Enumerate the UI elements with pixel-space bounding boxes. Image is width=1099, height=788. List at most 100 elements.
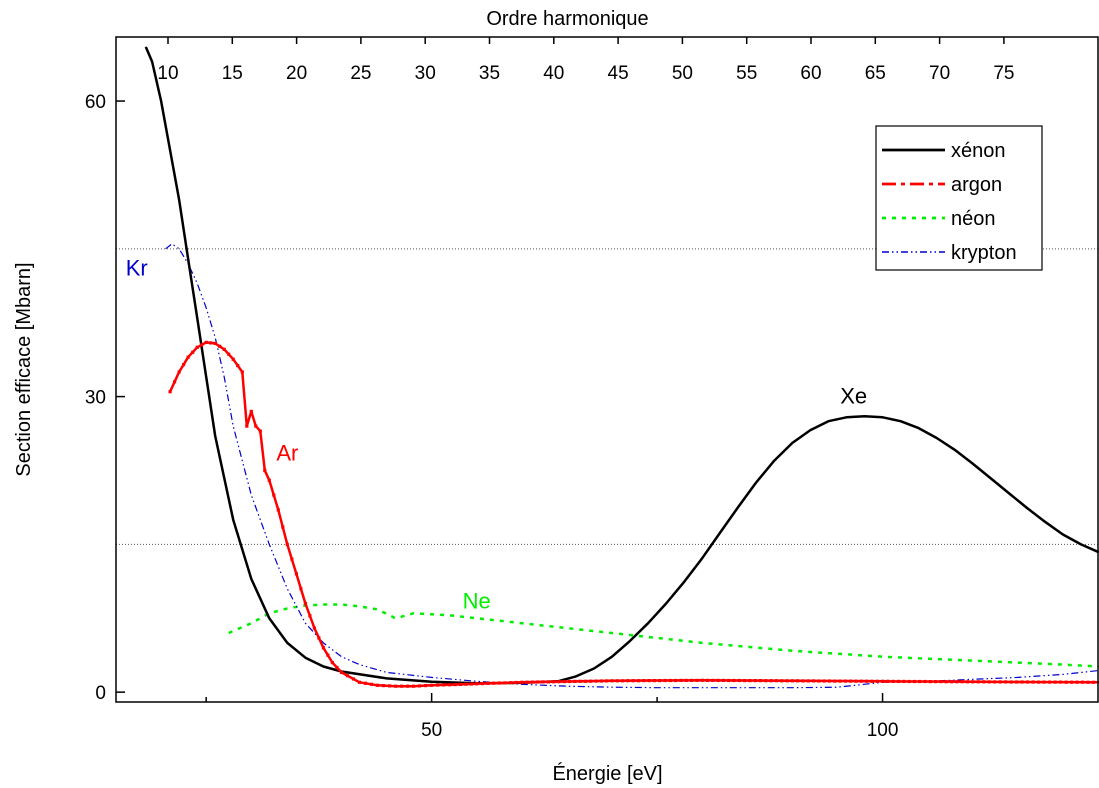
argon-point bbox=[993, 680, 997, 684]
argon-point bbox=[480, 682, 484, 686]
argon-point bbox=[668, 678, 672, 683]
y-tick-label: 60 bbox=[85, 92, 106, 113]
top-tick-label: 10 bbox=[157, 63, 178, 84]
top-tick-label: 20 bbox=[286, 63, 307, 84]
argon-point bbox=[369, 682, 374, 686]
argon-point bbox=[679, 678, 683, 682]
argon-point bbox=[497, 681, 501, 685]
argon-point bbox=[1009, 680, 1013, 684]
argon-point bbox=[1064, 680, 1068, 684]
argon-point bbox=[732, 678, 736, 683]
argon-point bbox=[998, 680, 1002, 684]
argon-point bbox=[249, 409, 253, 413]
argon-point bbox=[335, 665, 339, 670]
argon-point bbox=[806, 679, 810, 683]
argon-point bbox=[209, 341, 213, 345]
argon-point bbox=[865, 679, 869, 683]
argon-point bbox=[695, 678, 699, 682]
argon-point bbox=[769, 679, 773, 683]
top-tick-label: 50 bbox=[672, 63, 693, 84]
argon-point bbox=[642, 679, 646, 683]
argon-point bbox=[854, 679, 858, 683]
axes-layer bbox=[115, 36, 1099, 703]
argon-point bbox=[1053, 680, 1057, 684]
argon-point bbox=[294, 572, 298, 576]
argon-point bbox=[684, 678, 688, 682]
argon-point bbox=[812, 679, 816, 683]
argon-point bbox=[711, 678, 715, 682]
argon-point bbox=[418, 684, 422, 688]
argon-point bbox=[886, 679, 890, 683]
argon-point bbox=[928, 680, 932, 684]
argon-point bbox=[240, 370, 244, 374]
argon-point bbox=[339, 670, 344, 674]
argon-point bbox=[475, 682, 479, 686]
top-tick-label: 25 bbox=[350, 63, 371, 84]
argon-point bbox=[780, 679, 784, 683]
y-tick-label: 30 bbox=[85, 388, 106, 409]
argon-point bbox=[168, 390, 172, 394]
argon-point bbox=[312, 626, 316, 630]
argon-point bbox=[881, 679, 885, 683]
argon-point bbox=[578, 679, 582, 683]
argon-point bbox=[817, 679, 821, 683]
argon-point bbox=[801, 679, 805, 683]
argon-point bbox=[464, 682, 468, 686]
argon-point bbox=[436, 683, 440, 687]
argon-point bbox=[520, 680, 524, 684]
argon-point bbox=[944, 680, 948, 684]
argon-point bbox=[705, 678, 710, 682]
argon-point bbox=[631, 679, 635, 683]
argon-point bbox=[227, 352, 231, 356]
argon-point bbox=[412, 684, 416, 688]
argon-point bbox=[541, 680, 545, 684]
argon-markers bbox=[168, 340, 1096, 688]
argon-point bbox=[902, 679, 906, 683]
argon-point bbox=[351, 677, 356, 681]
argon-point bbox=[430, 683, 434, 687]
argon-point bbox=[453, 683, 457, 687]
argon-point bbox=[870, 679, 874, 683]
argon-point bbox=[442, 683, 446, 687]
argon-point bbox=[822, 679, 826, 683]
argon-point bbox=[583, 679, 588, 683]
argon-point bbox=[546, 680, 550, 684]
top-tick-label: 45 bbox=[608, 63, 629, 84]
argon-point bbox=[1059, 680, 1063, 684]
argon-point bbox=[955, 680, 959, 684]
argon-point bbox=[258, 429, 262, 433]
argon-point bbox=[753, 679, 757, 683]
argon-point bbox=[186, 355, 190, 359]
argon-point bbox=[912, 679, 916, 684]
legend-label: xénon bbox=[951, 140, 1006, 162]
x-tick-label: 50 bbox=[421, 720, 442, 741]
argon-point bbox=[1086, 680, 1090, 684]
argon-point bbox=[1070, 680, 1074, 684]
argon-point bbox=[272, 493, 276, 497]
top-tick-label: 40 bbox=[543, 63, 564, 84]
argon-point bbox=[388, 684, 392, 688]
argon-point bbox=[317, 636, 321, 640]
top-tick-label: 30 bbox=[415, 63, 436, 84]
argon-point bbox=[299, 587, 303, 591]
argon-point bbox=[674, 678, 678, 683]
argon-point bbox=[321, 646, 325, 650]
legend-label: néon bbox=[951, 208, 996, 230]
legend: xénon argon néon krypton bbox=[875, 125, 1043, 271]
argon-point bbox=[827, 679, 832, 683]
x-tick-label: 100 bbox=[867, 720, 899, 741]
annotation-layer: Kr Ar Ne Xe bbox=[126, 255, 867, 613]
argon-point bbox=[716, 678, 720, 682]
argon-point bbox=[934, 680, 938, 684]
argon-point bbox=[663, 678, 667, 683]
argon-point bbox=[838, 679, 842, 683]
top-tick-label: 35 bbox=[479, 63, 500, 84]
argon-point bbox=[796, 679, 800, 683]
argon-point bbox=[231, 357, 235, 361]
argon-point bbox=[939, 680, 943, 684]
argon-point bbox=[552, 680, 556, 684]
argon-point bbox=[982, 680, 986, 684]
series-line-kr bbox=[165, 243, 1099, 689]
argon-point bbox=[514, 680, 518, 685]
